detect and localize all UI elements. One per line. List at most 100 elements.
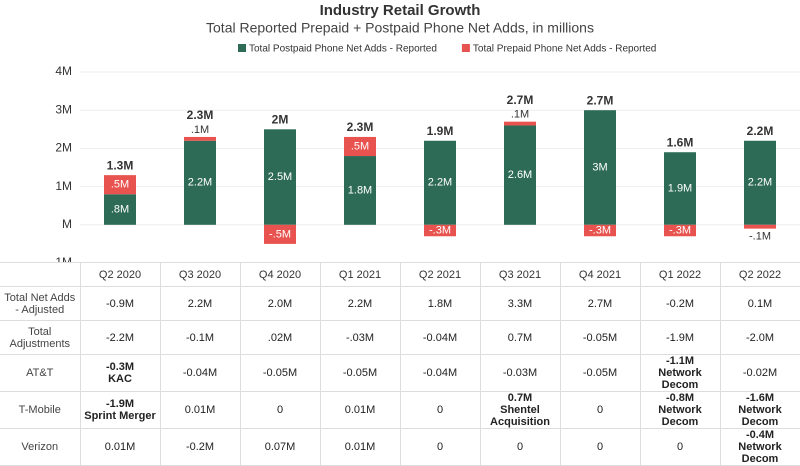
value-label: -.3M xyxy=(669,224,691,236)
row-label: T-Mobile xyxy=(0,391,81,429)
table-cell: 0.7M xyxy=(479,320,561,355)
value-label: .5M xyxy=(351,140,369,152)
legend-swatch xyxy=(238,44,246,52)
table-cell: -0.1M xyxy=(159,320,241,355)
legend-label: Total Prepaid Phone Net Adds - Reported xyxy=(473,44,656,55)
table-cell: -0.04M xyxy=(159,354,241,392)
total-label: 1.9M xyxy=(427,124,454,138)
cell-value: -0.04M xyxy=(182,367,218,379)
bar-segment xyxy=(264,224,296,244)
cell-value: 0.01M xyxy=(184,404,216,416)
y-tick-label: 1M xyxy=(55,179,72,193)
legend-label: Total Postpaid Phone Net Adds - Reported xyxy=(249,44,437,55)
cell-value: -0.05M xyxy=(582,331,618,344)
value-label: -.3M xyxy=(429,224,451,236)
cell-value: -0.05M xyxy=(342,367,378,379)
cell-value: 0 xyxy=(436,441,444,453)
row-label: Total Adjustments xyxy=(0,320,81,355)
cell-value: 0.07M xyxy=(264,441,296,453)
cell-value: -.03M xyxy=(345,331,375,344)
total-label: 2.7M xyxy=(587,93,614,107)
cell-value: 0 xyxy=(676,441,684,453)
table-cell: -1.9M Sprint Merger xyxy=(79,391,161,429)
category-label: Q4 2020 xyxy=(258,268,302,281)
table-cell: 0.01M xyxy=(159,391,241,429)
table-cell: -1.1M Network Decom xyxy=(639,354,721,392)
table-cell: -0.05M xyxy=(559,320,641,355)
header-cell: Q4 2021 xyxy=(559,262,641,287)
header-cell: Q3 2020 xyxy=(159,262,241,287)
cell-note: Network Decom xyxy=(738,404,782,428)
header-cell: Q4 2020 xyxy=(239,262,321,287)
table-row: Total Net Adds - Adjusted -0.9M 2.2M 2.0M 2.… xyxy=(0,286,800,321)
cell-value: -0.2M xyxy=(185,441,215,453)
table-row: Total Adjustments -2.2M -0.1M .02M -.03M -0.0… xyxy=(0,320,800,355)
cell-value: -1.9M xyxy=(665,331,695,344)
cell-value: -2.2M xyxy=(105,331,135,344)
table-cell: 0.01M xyxy=(319,391,401,429)
category-label: Q3 2021 xyxy=(498,268,542,281)
y-tick-label: 3M xyxy=(55,102,72,116)
bar-segment xyxy=(104,194,136,225)
table-cell: 0 xyxy=(559,391,641,429)
bar-segment xyxy=(264,129,296,225)
row-label-text: Total Net Adds - Adjusted xyxy=(4,291,76,316)
total-label: 2.2M xyxy=(747,124,774,138)
bar-segment xyxy=(584,110,616,225)
table-cell: 0 xyxy=(399,391,481,429)
cell-value: 1.8M xyxy=(427,297,453,310)
bar-segment xyxy=(184,136,216,141)
table-cell: -2.0M xyxy=(719,320,800,355)
table-cell: -0.2M xyxy=(639,286,721,321)
chart-title: Industry Retail Growth xyxy=(320,2,481,19)
table-cell: -0.8M Network Decom xyxy=(639,391,721,429)
total-label: 1.3M xyxy=(107,158,134,172)
cell-value: -0.05M xyxy=(582,367,618,379)
row-label-text: Total Adjustments xyxy=(9,325,71,350)
total-label: 1.6M xyxy=(667,135,694,149)
cell-note: Network Decom xyxy=(658,367,702,391)
cell-value: -0.04M xyxy=(422,331,458,344)
table-cell: -0.03M xyxy=(479,354,561,392)
bar-segment xyxy=(184,140,216,225)
cell-value: -0.3M xyxy=(105,361,135,373)
table-row: AT&T -0.3M KAC -0.04M -0.05M -0.05M -0.04M -0.0… xyxy=(0,354,800,392)
category-label: Q1 2022 xyxy=(658,268,702,281)
category-label: Q2 2021 xyxy=(418,268,462,281)
y-tick-label: -1M xyxy=(51,255,72,262)
table-cell: 1.8M xyxy=(399,286,481,321)
category-label: Q1 2021 xyxy=(338,268,382,281)
table-cell: -1.6M Network Decom xyxy=(719,391,800,429)
table-cell: -0.04M xyxy=(399,320,481,355)
cell-value: -0.8M xyxy=(665,392,695,404)
header-cell: Q2 2021 xyxy=(399,262,481,287)
value-label: .1M xyxy=(191,124,209,136)
table-cell: 0.1M xyxy=(719,286,800,321)
cell-value: -0.05M xyxy=(262,367,298,379)
bar-segment xyxy=(104,175,136,195)
bar-segment xyxy=(664,224,696,237)
cell-value: 0.1M xyxy=(747,297,773,310)
total-label: 2.3M xyxy=(347,120,374,134)
cell-note: KAC xyxy=(108,373,132,385)
table-cell: -2.2M xyxy=(79,320,161,355)
value-label: .5M xyxy=(111,179,129,191)
value-label: 2.2M xyxy=(188,177,212,189)
y-tick-label: 4M xyxy=(55,64,72,78)
cell-value: -2.0M xyxy=(745,331,775,344)
chart: Industry Retail Growth Total Reported Pr… xyxy=(51,2,800,269)
cell-value: 2.0M xyxy=(267,297,293,310)
table-cell: 2.0M xyxy=(239,286,321,321)
bar-segment xyxy=(424,140,456,225)
cell-value: -1.6M xyxy=(745,392,775,404)
y-tick-label: M xyxy=(62,217,72,231)
cell-value: -0.02M xyxy=(742,367,778,379)
cell-value: 0 xyxy=(596,404,604,416)
cell-note: Network Decom xyxy=(738,441,782,465)
value-label: 2.2M xyxy=(748,177,772,189)
cell-value: -0.9M xyxy=(105,297,135,310)
cell-value: 0.7M xyxy=(507,392,533,404)
table-cell: -1.9M xyxy=(639,320,721,355)
header-cell: Q1 2021 xyxy=(319,262,401,287)
